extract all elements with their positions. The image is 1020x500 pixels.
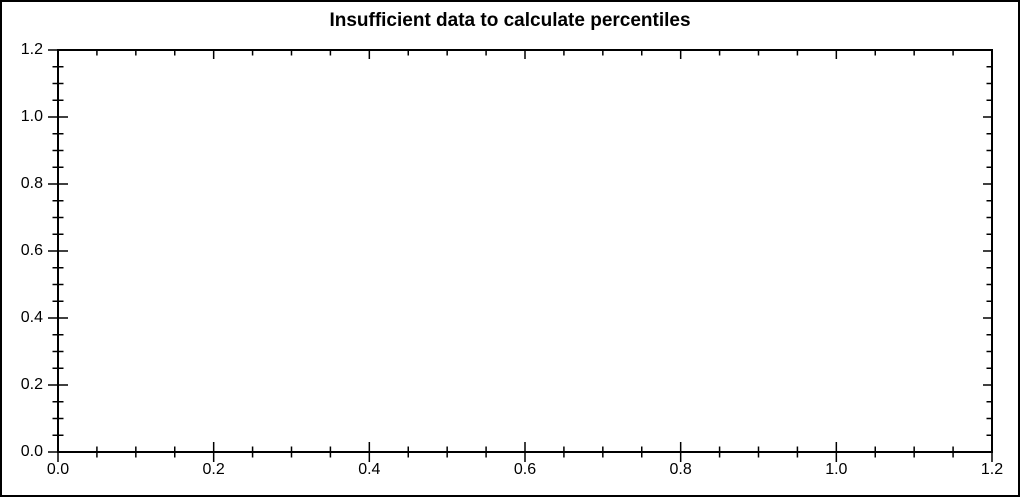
y-tick-label: 1.2 — [20, 41, 43, 58]
y-tick-label: 1.0 — [20, 108, 43, 125]
x-tick-label: 1.0 — [825, 461, 848, 478]
y-tick-label: 0.4 — [20, 309, 43, 326]
x-tick-label: 0.6 — [513, 461, 537, 478]
chart-title: Insufficient data to calculate percentil… — [329, 10, 691, 31]
y-tick-label: 0.8 — [20, 175, 43, 192]
x-tick-label: 0.0 — [46, 461, 70, 478]
x-tick-label: 0.8 — [669, 461, 692, 478]
y-tick-label: 0.0 — [20, 443, 43, 460]
x-tick-label: 1.2 — [980, 461, 1004, 478]
y-tick-label: 0.2 — [20, 376, 43, 393]
x-tick-label: 0.2 — [202, 461, 225, 478]
x-tick-label: 0.4 — [358, 461, 381, 478]
plot-frame — [57, 49, 993, 453]
y-tick-label: 0.6 — [20, 242, 43, 259]
